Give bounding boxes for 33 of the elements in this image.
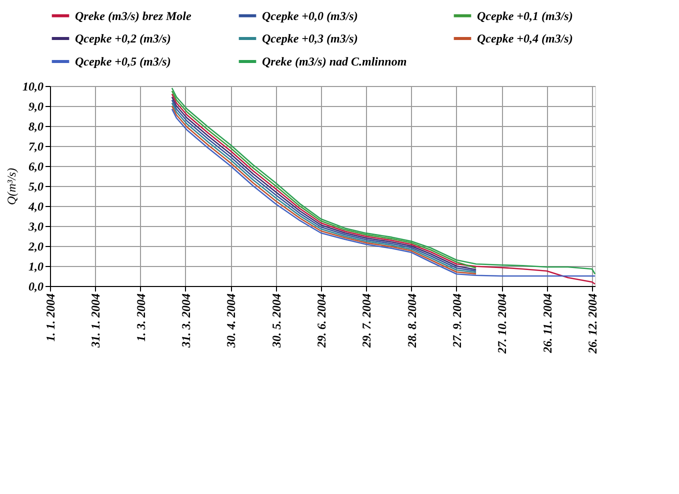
x-tick-label: 28. 8. 2004 <box>404 294 419 348</box>
y-tick-label: 7,0 <box>28 140 44 154</box>
y-tick-label: 6,0 <box>28 160 44 174</box>
y-tick-label: 8,0 <box>28 120 44 134</box>
x-tick-label: 26. 12. 2004 <box>585 294 600 354</box>
y-tick-label: 4,0 <box>28 200 44 214</box>
y-tick-label: 1,0 <box>28 260 44 274</box>
x-tick-label: 31. 3. 2004 <box>178 294 193 348</box>
y-axis-title: Q(m³/s) <box>4 168 18 205</box>
x-tick-label: 1. 3. 2004 <box>134 294 148 342</box>
x-tick-label: 27. 9. 2004 <box>450 294 464 348</box>
x-tick-label: 29. 6. 2004 <box>314 294 328 348</box>
x-tick-label: 27. 10. 2004 <box>495 294 510 354</box>
x-tick-label: 29. 7. 2004 <box>360 294 374 348</box>
y-tick-label: 5,0 <box>28 180 44 194</box>
legend-label: Qcepke +0,5 (m3/s) <box>75 54 171 68</box>
legend-label: Qcepke +0,0 (m3/s) <box>262 8 358 23</box>
legend-label: Qreke (m3/s) brez Mole <box>75 8 192 23</box>
x-tick-label: 30. 5. 2004 <box>269 294 284 348</box>
y-tick-label: 2,0 <box>28 240 44 254</box>
legend-label: Qreke (m3/s) nad C.mlinnom <box>262 54 407 68</box>
x-tick-label: 31. 1. 2004 <box>88 294 103 348</box>
y-tick-label: 3,0 <box>28 220 44 234</box>
y-tick-label: 9,0 <box>28 100 44 114</box>
x-tick-label: 1. 1. 2004 <box>44 294 58 342</box>
legend-label: Qcepke +0,4 (m3/s) <box>477 32 573 46</box>
legend-label: Qcepke +0,1 (m3/s) <box>477 8 573 23</box>
legend-label: Qcepke +0,2 (m3/s) <box>75 32 171 46</box>
x-tick-label: 26. 11. 2004 <box>540 294 554 354</box>
y-tick-label: 10,0 <box>22 80 44 94</box>
legend-label: Qcepke +0,3 (m3/s) <box>262 32 358 46</box>
x-tick-label: 30. 4. 2004 <box>224 294 238 348</box>
y-tick-label: 0,0 <box>28 280 44 294</box>
